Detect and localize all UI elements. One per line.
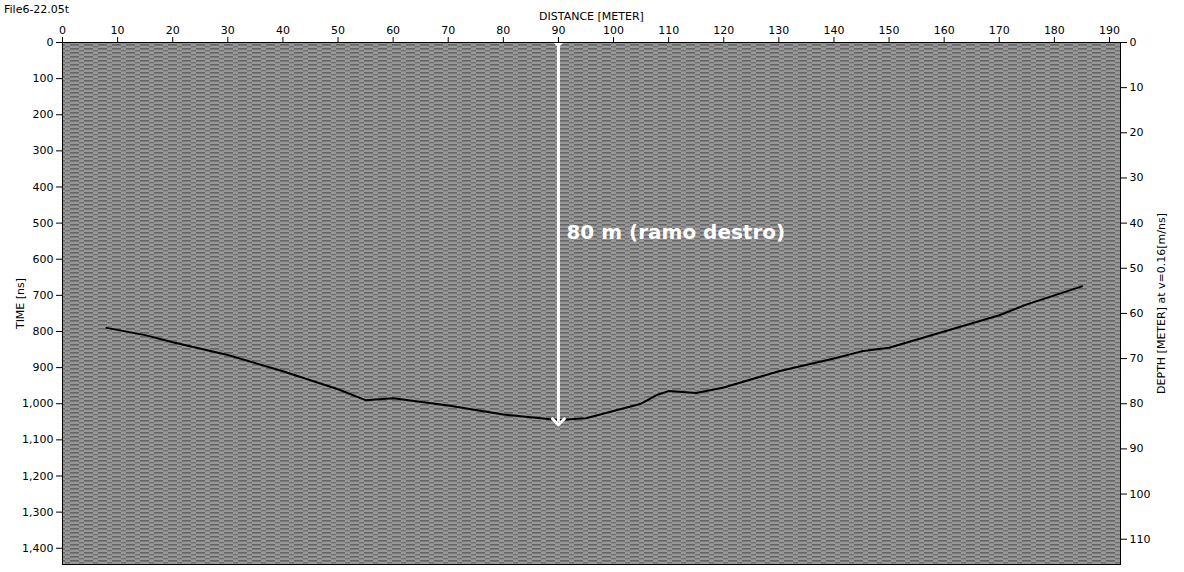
svg-text:110: 110 (658, 24, 679, 37)
svg-text:1,200: 1,200 (22, 470, 54, 483)
svg-text:200: 200 (33, 108, 54, 121)
svg-text:170: 170 (989, 24, 1010, 37)
svg-text:100: 100 (33, 72, 54, 85)
svg-text:50: 50 (331, 24, 345, 37)
svg-text:190: 190 (1099, 24, 1120, 37)
html-text:File6-22.05t: File6-22.05t (4, 3, 70, 16)
svg-text:110: 110 (1130, 533, 1151, 546)
svg-text:30: 30 (221, 24, 235, 37)
svg-text:DEPTH [METER] at v=0.16[m/ns]: DEPTH [METER] at v=0.16[m/ns] (1155, 213, 1168, 394)
svg-text:130: 130 (768, 24, 789, 37)
svg-text:10: 10 (1130, 81, 1144, 94)
svg-text:160: 160 (934, 24, 955, 37)
svg-text:30: 30 (1130, 171, 1144, 184)
svg-text:0: 0 (1130, 36, 1137, 49)
svg-text:300: 300 (33, 144, 54, 157)
svg-text:20: 20 (166, 24, 180, 37)
svg-text:80: 80 (1130, 397, 1144, 410)
svg-text:90: 90 (551, 24, 565, 37)
svg-text:800: 800 (33, 325, 54, 338)
svg-text:120: 120 (713, 24, 734, 37)
svg-text:150: 150 (879, 24, 900, 37)
svg-text:40: 40 (1130, 217, 1144, 230)
svg-text:1,400: 1,400 (22, 542, 54, 555)
svg-text:DISTANCE [METER]: DISTANCE [METER] (539, 10, 644, 23)
svg-text:400: 400 (33, 181, 54, 194)
svg-text:1,000: 1,000 (22, 397, 54, 410)
svg-text:700: 700 (33, 289, 54, 302)
svg-text:50: 50 (1130, 262, 1144, 275)
svg-text:10: 10 (111, 24, 125, 37)
svg-text:70: 70 (1130, 352, 1144, 365)
svg-text:100: 100 (603, 24, 624, 37)
svg-text:180: 180 (1044, 24, 1065, 37)
svg-text:60: 60 (1130, 307, 1144, 320)
svg-text:TIME [ns]: TIME [ns] (14, 278, 27, 330)
svg-text:60: 60 (386, 24, 400, 37)
svg-text:80: 80 (496, 24, 510, 37)
svg-text:1,100: 1,100 (22, 433, 54, 446)
svg-text:1,300: 1,300 (22, 506, 54, 519)
svg-text:20: 20 (1130, 126, 1144, 139)
svg-text:140: 140 (823, 24, 844, 37)
svg-text:90: 90 (1130, 442, 1144, 455)
svg-text:70: 70 (441, 24, 455, 37)
svg-text:40: 40 (276, 24, 290, 37)
svg-text:100: 100 (1130, 488, 1151, 501)
svg-text:900: 900 (33, 361, 54, 374)
svg-text:600: 600 (33, 253, 54, 266)
svg-text:80 m (ramo destro): 80 m (ramo destro) (566, 220, 785, 244)
svg-text:0: 0 (59, 24, 66, 37)
svg-text:500: 500 (33, 217, 54, 230)
svg-text:0: 0 (47, 36, 54, 49)
